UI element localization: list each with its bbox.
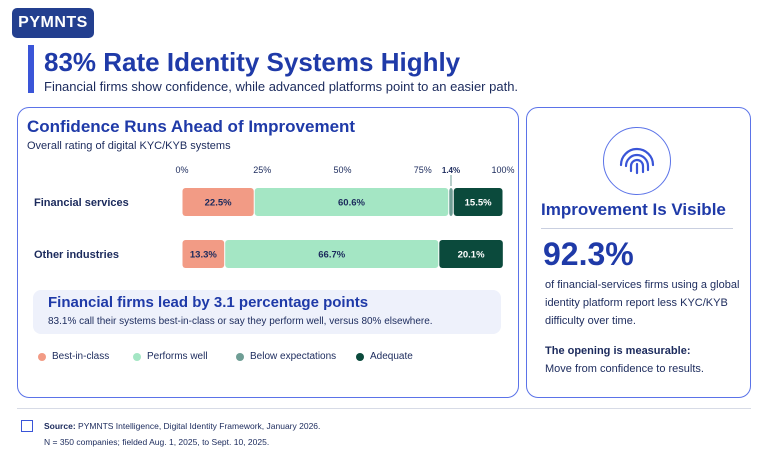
legend-label: Below expectations: [250, 351, 337, 362]
fingerprint-icon: [619, 147, 655, 175]
stat-card-title: Improvement Is Visible: [541, 200, 726, 219]
footer-square-icon: [21, 420, 33, 432]
legend-item-performs-well: Performs well: [133, 351, 208, 362]
legend-swatch: [133, 352, 141, 361]
sample-note: N = 350 companies; fielded Aug. 1, 2025,…: [44, 437, 270, 447]
stat-description: of financial-services firms using a glob…: [545, 279, 740, 327]
chart-card: [17, 107, 519, 398]
fingerprint-icon-badge: [603, 127, 671, 195]
callout-text: 83.1% call their systems best-in-class o…: [48, 316, 433, 327]
legend-label: Performs well: [147, 351, 208, 362]
legend-item-adequate: Adequate: [356, 351, 413, 362]
legend-swatch: [236, 352, 244, 361]
stat-text-line: Move from confidence to results.: [545, 363, 704, 375]
source-label: Source:: [44, 421, 76, 431]
title-accent-bar: [28, 45, 34, 93]
callout-title: Financial firms lead by 3.1 percentage p…: [48, 294, 369, 311]
legend-swatch: [356, 352, 364, 361]
footer-divider: [17, 408, 751, 409]
page-title: 83% Rate Identity Systems Highly: [44, 47, 461, 77]
legend-item-below-expectations: Below expectations: [236, 351, 336, 362]
headline-stat: 92.3%: [543, 236, 634, 272]
chart-subtitle: Overall rating of digital KYC/KYB system…: [27, 140, 231, 152]
stat-card: [526, 107, 751, 398]
legend-swatch: [38, 352, 46, 361]
callout-box: [33, 290, 501, 334]
divider: [541, 228, 733, 229]
pymnts-logo: PYMNTS: [12, 8, 94, 38]
chart-title: Confidence Runs Ahead of Improvement: [27, 117, 356, 136]
legend-label: Adequate: [370, 351, 413, 362]
source-text: PYMNTS Intelligence, Digital Identity Fr…: [78, 421, 321, 431]
source-line: Source: PYMNTS Intelligence, Digital Ide…: [44, 421, 320, 431]
page-subtitle: Financial firms show confidence, while a…: [44, 79, 519, 94]
legend-label: Best-in-class: [52, 351, 110, 362]
legend-item-best-in-class: Best-in-class: [38, 351, 109, 362]
stat-bold-line: The opening is measurable:: [545, 345, 691, 357]
